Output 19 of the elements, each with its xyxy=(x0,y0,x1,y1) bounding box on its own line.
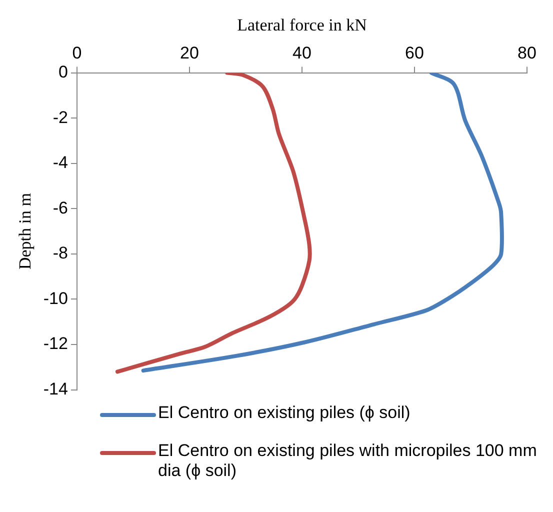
y-tick-label: -4 xyxy=(52,153,68,172)
y-tick-label: 0 xyxy=(58,62,68,82)
legend-label: El Centro on existing piles with micropiles 100 mm dia (ϕ soil) xyxy=(158,441,538,481)
x-tick-label: 0 xyxy=(72,43,82,62)
y-tick-label: -8 xyxy=(52,244,68,263)
x-axis-title: Lateral force in kN xyxy=(237,16,367,35)
y-tick-label: -14 xyxy=(43,379,68,398)
line-series xyxy=(141,72,504,373)
y-axis-title: Depth in m xyxy=(16,193,35,270)
legend-label: El Centro on existing piles (ϕ soil) xyxy=(158,403,410,423)
y-tick-label: -2 xyxy=(52,108,68,127)
y-tick-label: -10 xyxy=(43,288,68,308)
x-tick-label: 60 xyxy=(405,43,424,62)
line-series xyxy=(115,72,312,374)
x-tick-label: 20 xyxy=(180,43,199,62)
x-tick-label: 80 xyxy=(518,43,536,62)
y-tick-label: -12 xyxy=(43,334,68,354)
x-tick-label: 40 xyxy=(292,43,312,62)
y-tick-label: -6 xyxy=(52,198,68,218)
